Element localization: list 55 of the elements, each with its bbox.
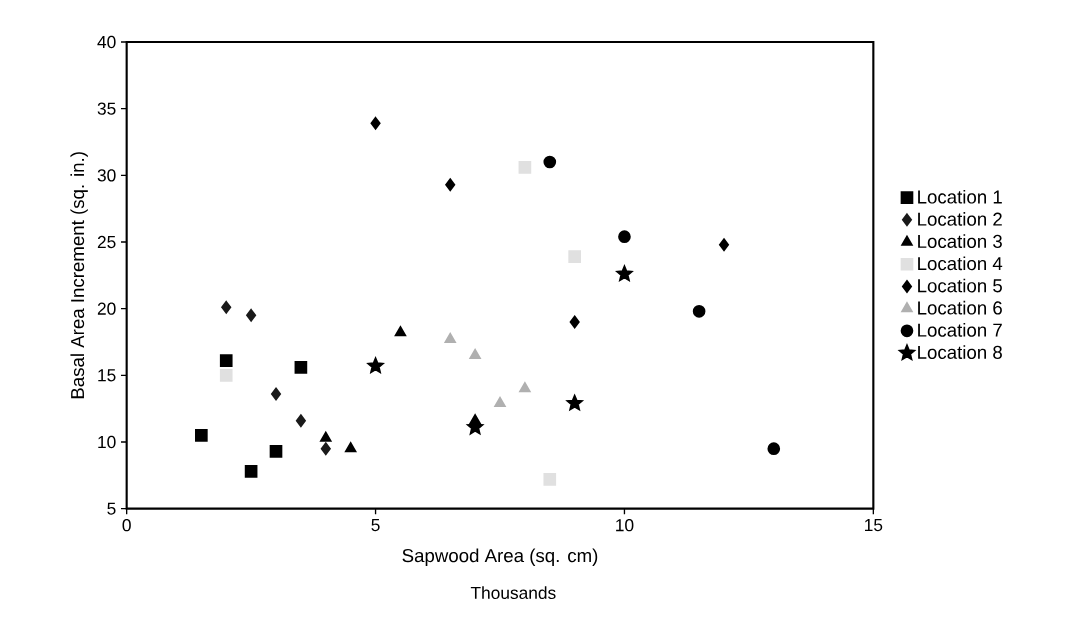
point [566, 395, 583, 411]
point [618, 230, 631, 243]
point [616, 265, 633, 281]
point [518, 161, 532, 174]
point [394, 326, 407, 337]
point [494, 397, 506, 407]
point [569, 315, 580, 329]
point [445, 178, 456, 191]
y-axis-title: Basal Area Increment (sq. in.) [70, 152, 88, 399]
x-tick-label: 0 [122, 519, 131, 532]
point [345, 442, 357, 453]
y-tick-label: 10 [98, 435, 116, 449]
point [519, 382, 531, 393]
x-axis-title: Sapwood Area (sq. cm) [402, 548, 598, 566]
point [320, 442, 331, 455]
point [444, 333, 456, 343]
point [221, 301, 232, 314]
legend-label: Location 6 [918, 300, 1002, 315]
point [367, 357, 384, 373]
y-tick-label: 30 [97, 169, 116, 182]
y-tick-label: 15 [98, 369, 116, 382]
x-tick-label: 5 [371, 519, 380, 532]
y-tick-label: 5 [107, 502, 116, 515]
legend-label: Location 3 [918, 234, 1002, 248]
legend-label: Location 7 [918, 323, 1002, 337]
legend-label: Location 2 [918, 212, 1002, 226]
point [692, 305, 706, 318]
point [295, 414, 306, 427]
point [271, 387, 281, 401]
point [370, 117, 381, 130]
point [320, 431, 332, 442]
y-tick-label: 35 [97, 102, 116, 115]
legend-label: Location 4 [918, 256, 1003, 271]
legend-label: Location 5 [918, 278, 1002, 293]
point [767, 442, 781, 455]
point [469, 349, 481, 359]
text: Thousands [470, 586, 556, 600]
y-tick-label: 40 [97, 35, 116, 49]
point [543, 155, 557, 169]
x-tick-label: 10 [616, 519, 634, 532]
point [719, 238, 730, 251]
x-tick-label: 15 [865, 519, 883, 532]
y-tick-label: 20 [97, 302, 116, 315]
point [246, 309, 257, 322]
point [269, 445, 283, 458]
legend-label: Location 8 [918, 345, 1002, 359]
point [568, 250, 582, 263]
y-tick-label: 25 [97, 235, 116, 249]
point [195, 429, 208, 442]
point [219, 354, 233, 367]
point [219, 369, 233, 382]
legend-label: Location 1 [918, 189, 1002, 204]
point [543, 473, 557, 486]
point [294, 361, 308, 374]
point [244, 465, 258, 478]
